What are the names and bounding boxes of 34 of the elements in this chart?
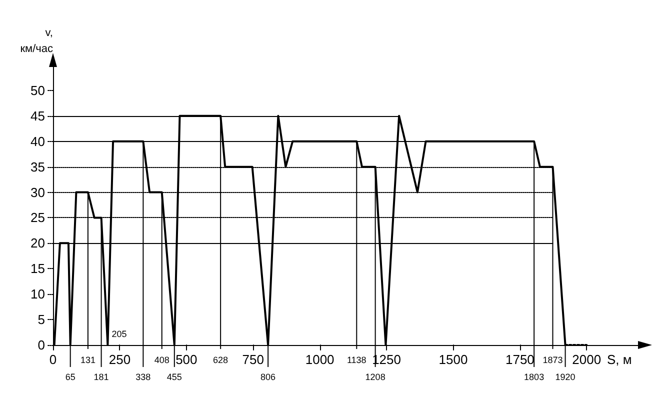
ref-line-label: 628 <box>213 355 228 365</box>
y-tick-label: 10 <box>30 286 45 302</box>
x-tick-label: 0 <box>49 352 57 367</box>
y-tick-label: 40 <box>30 134 45 149</box>
ref-line-label: 181 <box>94 372 109 382</box>
x-tick-label: 1000 <box>305 352 334 367</box>
x-tick-label: 500 <box>176 352 198 367</box>
y-tick-label: 30 <box>30 184 45 200</box>
ref-line-label: 1138 <box>346 355 366 365</box>
x-tick-label: 1500 <box>438 352 468 367</box>
y-tick-label: 15 <box>30 261 45 276</box>
x-tick-label: 750 <box>242 352 264 367</box>
ref-line-label: 408 <box>154 355 170 365</box>
y-tick-label: 45 <box>30 108 45 124</box>
y-axis-title: v, км/час <box>20 27 54 55</box>
ref-line-label: 1803 <box>524 372 544 382</box>
ref-line-label: 455 <box>166 372 182 382</box>
ref-line-label: 131 <box>80 355 96 365</box>
x-axis-title: S, м <box>606 352 632 367</box>
x-tick-label: 2000 <box>572 352 602 367</box>
x-tick-label: 250 <box>108 352 131 367</box>
ref-line-label: 1208 <box>365 372 386 382</box>
y-tick-label: 50 <box>30 82 45 98</box>
annotation: 205 <box>112 329 127 339</box>
y-tick-label: 35 <box>30 159 45 174</box>
ref-line-label: 1873 <box>542 355 563 365</box>
ref-line-label: 338 <box>136 372 151 382</box>
ref-line-label: 65 <box>65 372 76 382</box>
ref-line-label: 806 <box>260 372 276 382</box>
y-tick-label: 5 <box>38 312 45 328</box>
y-tick-label: 0 <box>38 338 45 352</box>
ref-line-label: 1920 <box>555 372 576 382</box>
y-tick-label: 20 <box>30 236 45 251</box>
y-tick-label: 25 <box>30 210 45 226</box>
